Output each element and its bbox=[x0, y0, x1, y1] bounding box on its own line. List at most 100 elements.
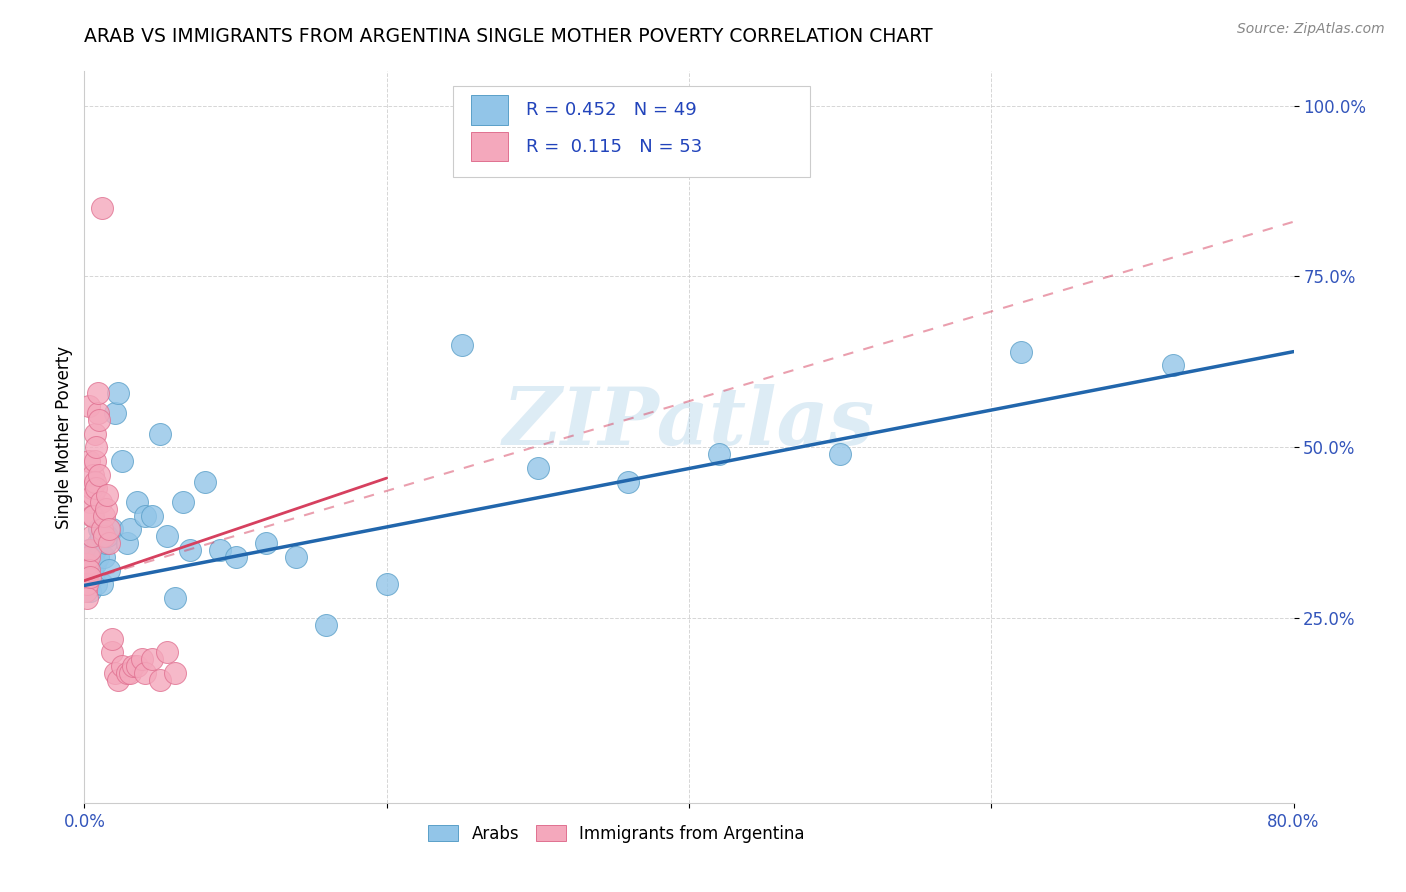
Point bbox=[91, 522, 114, 536]
Point bbox=[93, 529, 115, 543]
Point bbox=[91, 201, 114, 215]
Point bbox=[82, 488, 104, 502]
Point bbox=[156, 645, 179, 659]
Text: ZIPatlas: ZIPatlas bbox=[503, 384, 875, 461]
Point bbox=[89, 522, 111, 536]
Point bbox=[375, 577, 398, 591]
Point bbox=[100, 632, 122, 646]
Point bbox=[115, 536, 138, 550]
Point bbox=[79, 570, 101, 584]
Point bbox=[79, 542, 101, 557]
Point bbox=[79, 495, 101, 509]
Point bbox=[89, 467, 111, 482]
Point bbox=[97, 522, 120, 536]
Point bbox=[75, 583, 97, 598]
Point bbox=[127, 659, 149, 673]
Point bbox=[75, 563, 97, 577]
Point bbox=[179, 542, 201, 557]
Point bbox=[84, 454, 107, 468]
Point bbox=[104, 665, 127, 680]
Point bbox=[90, 495, 112, 509]
Point bbox=[100, 522, 122, 536]
Point bbox=[77, 563, 100, 577]
Point bbox=[82, 467, 104, 482]
Point bbox=[225, 549, 247, 564]
Point bbox=[149, 673, 172, 687]
Point bbox=[97, 563, 120, 577]
Point bbox=[134, 665, 156, 680]
Point bbox=[76, 577, 98, 591]
Point bbox=[87, 549, 110, 564]
Point bbox=[209, 542, 232, 557]
Point bbox=[84, 557, 107, 571]
Point bbox=[84, 542, 107, 557]
Point bbox=[111, 659, 134, 673]
Point bbox=[709, 447, 731, 461]
Point bbox=[118, 522, 141, 536]
Point bbox=[80, 529, 103, 543]
Point bbox=[75, 563, 97, 577]
Point bbox=[76, 591, 98, 605]
Point bbox=[172, 495, 194, 509]
Point bbox=[94, 501, 117, 516]
Point bbox=[91, 577, 114, 591]
Point bbox=[111, 454, 134, 468]
Point bbox=[80, 481, 103, 495]
Point bbox=[77, 549, 100, 564]
Point bbox=[149, 426, 172, 441]
Point bbox=[194, 475, 217, 489]
Point bbox=[121, 659, 143, 673]
Point bbox=[93, 508, 115, 523]
Bar bbox=[471, 95, 508, 125]
Point bbox=[97, 536, 120, 550]
Point bbox=[77, 577, 100, 591]
Point bbox=[93, 549, 115, 564]
Point bbox=[87, 536, 110, 550]
Point bbox=[87, 406, 110, 420]
Point bbox=[254, 536, 277, 550]
Point bbox=[118, 665, 141, 680]
Y-axis label: Single Mother Poverty: Single Mother Poverty bbox=[55, 345, 73, 529]
Point bbox=[156, 529, 179, 543]
Point bbox=[76, 557, 98, 571]
Point bbox=[86, 481, 108, 495]
Text: R = 0.452   N = 49: R = 0.452 N = 49 bbox=[526, 101, 696, 120]
Point bbox=[94, 536, 117, 550]
Point bbox=[90, 529, 112, 543]
Point bbox=[1011, 344, 1033, 359]
Text: Source: ZipAtlas.com: Source: ZipAtlas.com bbox=[1237, 22, 1385, 37]
Point bbox=[107, 673, 129, 687]
Point bbox=[86, 440, 108, 454]
Point bbox=[617, 475, 640, 489]
Point bbox=[451, 338, 474, 352]
Point bbox=[165, 591, 187, 605]
Point bbox=[80, 563, 103, 577]
Point bbox=[141, 508, 163, 523]
Point bbox=[127, 495, 149, 509]
Point bbox=[96, 529, 118, 543]
Bar bbox=[471, 132, 508, 161]
Point bbox=[76, 557, 98, 571]
Point bbox=[82, 508, 104, 523]
Point bbox=[79, 583, 101, 598]
Point bbox=[86, 577, 108, 591]
Point bbox=[100, 645, 122, 659]
Point bbox=[141, 652, 163, 666]
Point bbox=[285, 549, 308, 564]
Text: ARAB VS IMMIGRANTS FROM ARGENTINA SINGLE MOTHER POVERTY CORRELATION CHART: ARAB VS IMMIGRANTS FROM ARGENTINA SINGLE… bbox=[84, 27, 934, 45]
Point bbox=[115, 665, 138, 680]
Legend: Arabs, Immigrants from Argentina: Arabs, Immigrants from Argentina bbox=[422, 818, 811, 849]
FancyBboxPatch shape bbox=[453, 86, 810, 178]
Point bbox=[76, 570, 98, 584]
Point bbox=[134, 508, 156, 523]
Point bbox=[165, 665, 187, 680]
Point bbox=[76, 570, 98, 584]
Point bbox=[131, 652, 153, 666]
Point bbox=[77, 400, 100, 414]
Point bbox=[1161, 359, 1184, 373]
Point bbox=[84, 475, 107, 489]
Point bbox=[75, 577, 97, 591]
Point bbox=[315, 618, 337, 632]
Point bbox=[87, 385, 110, 400]
Point bbox=[830, 447, 852, 461]
